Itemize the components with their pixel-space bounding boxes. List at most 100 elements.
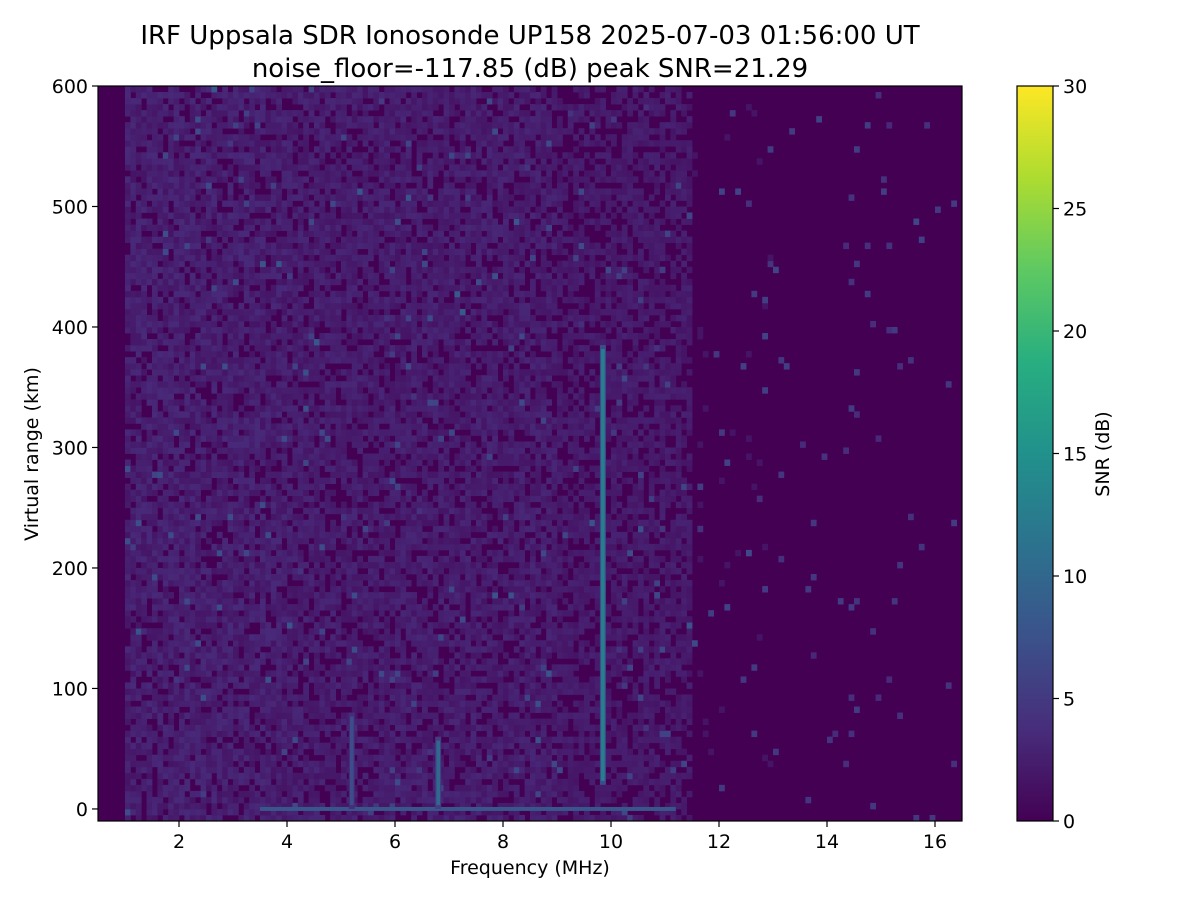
heatmap-cell — [254, 537, 261, 545]
heatmap-cell — [270, 182, 277, 189]
heatmap-cell — [125, 152, 131, 159]
heatmap-cell — [179, 399, 185, 406]
heatmap-cell — [243, 314, 250, 322]
heatmap-cell — [141, 260, 147, 268]
heatmap-cell — [179, 363, 185, 370]
heatmap-cell — [373, 634, 380, 641]
heatmap-cell — [389, 676, 396, 683]
heatmap-cell — [189, 423, 196, 430]
heatmap-cell — [378, 429, 385, 436]
heatmap-cell — [324, 501, 331, 509]
heatmap-cell — [168, 513, 174, 521]
heatmap-cell — [216, 417, 223, 424]
heatmap-cell — [265, 435, 272, 442]
heatmap-cell — [314, 688, 320, 695]
heatmap-cell — [297, 417, 304, 424]
heatmap-cell — [265, 140, 272, 147]
heatmap-cell — [324, 507, 331, 515]
heatmap-cell — [200, 134, 207, 141]
heatmap-cell — [287, 736, 293, 744]
heatmap-cell — [195, 586, 201, 593]
heatmap-cell — [125, 586, 131, 593]
heatmap-cell — [368, 134, 374, 141]
heatmap-cell — [270, 718, 277, 725]
heatmap-cell — [146, 808, 153, 816]
heatmap-cell — [195, 640, 201, 647]
heatmap-cell — [141, 598, 147, 605]
heatmap-cell — [162, 339, 169, 346]
heatmap-cell — [265, 501, 272, 509]
heatmap-cell — [162, 417, 169, 424]
heatmap-cell — [173, 411, 180, 418]
heatmap-cell — [319, 381, 326, 388]
heatmap-cell — [243, 429, 250, 436]
heatmap-cell — [152, 128, 158, 135]
heatmap-cell — [260, 652, 266, 659]
heatmap-cell — [125, 200, 131, 207]
heatmap-cell — [303, 200, 309, 207]
heatmap-cell — [162, 152, 169, 159]
heatmap-cell — [314, 730, 320, 738]
heatmap-cell — [260, 802, 266, 810]
heatmap-cell — [162, 194, 169, 201]
heatmap-cell — [238, 477, 245, 485]
heatmap-cell — [233, 333, 239, 340]
heatmap-cell — [206, 598, 212, 605]
heatmap-cell — [378, 561, 385, 569]
heatmap-cell — [249, 308, 255, 316]
heatmap-cell — [157, 188, 164, 195]
heatmap-cell — [227, 772, 234, 780]
heatmap-cell — [216, 351, 223, 358]
heatmap-cell — [233, 116, 239, 123]
heatmap-cell — [260, 712, 266, 719]
heatmap-cell — [130, 549, 137, 557]
heatmap-cell — [184, 507, 191, 515]
heatmap-cell — [362, 122, 369, 129]
heatmap-cell — [146, 248, 153, 256]
heatmap-cell — [265, 712, 272, 719]
heatmap-cell — [335, 326, 342, 334]
heatmap-cell — [179, 200, 185, 207]
heatmap-cell — [314, 116, 320, 123]
heatmap-cell — [270, 513, 277, 521]
heatmap-cell — [324, 176, 331, 183]
heatmap-cell — [281, 363, 288, 370]
heatmap-cell — [303, 658, 309, 665]
heatmap-cell — [287, 592, 293, 599]
heatmap-cell — [157, 802, 164, 810]
heatmap-cell — [389, 429, 396, 436]
heatmap-cell — [216, 592, 223, 599]
heatmap-cell — [195, 441, 201, 448]
heatmap-cell — [135, 598, 142, 605]
heatmap-cell — [206, 718, 212, 725]
heatmap-cell — [281, 784, 288, 792]
heatmap-cell — [335, 429, 342, 436]
heatmap-cell — [373, 543, 380, 551]
heatmap-cell — [341, 507, 347, 515]
heatmap-cell — [135, 592, 142, 599]
heatmap-cell — [346, 393, 353, 400]
heatmap-cell — [384, 712, 390, 719]
heatmap-cell — [254, 658, 261, 665]
heatmap-cell — [292, 748, 299, 756]
heatmap-cell — [384, 218, 390, 225]
heatmap-cell — [308, 116, 315, 123]
heatmap-cell — [303, 586, 309, 593]
heatmap-cell — [314, 345, 320, 352]
heatmap-cell — [227, 453, 234, 460]
heatmap-cell — [141, 501, 147, 509]
heatmap-cell — [130, 543, 137, 551]
heatmap-cell — [227, 333, 234, 340]
heatmap-cell — [292, 351, 299, 358]
heatmap-cell — [395, 459, 401, 466]
heatmap-cell — [292, 760, 299, 768]
heatmap-cell — [152, 345, 158, 352]
heatmap-cell — [157, 212, 164, 219]
heatmap-cell — [270, 555, 277, 563]
heatmap-cell — [357, 104, 363, 111]
heatmap-cell — [222, 134, 228, 141]
heatmap-cell — [400, 640, 407, 647]
heatmap-cell — [400, 495, 407, 503]
heatmap-cell — [222, 742, 228, 750]
heatmap-cell — [324, 652, 331, 659]
